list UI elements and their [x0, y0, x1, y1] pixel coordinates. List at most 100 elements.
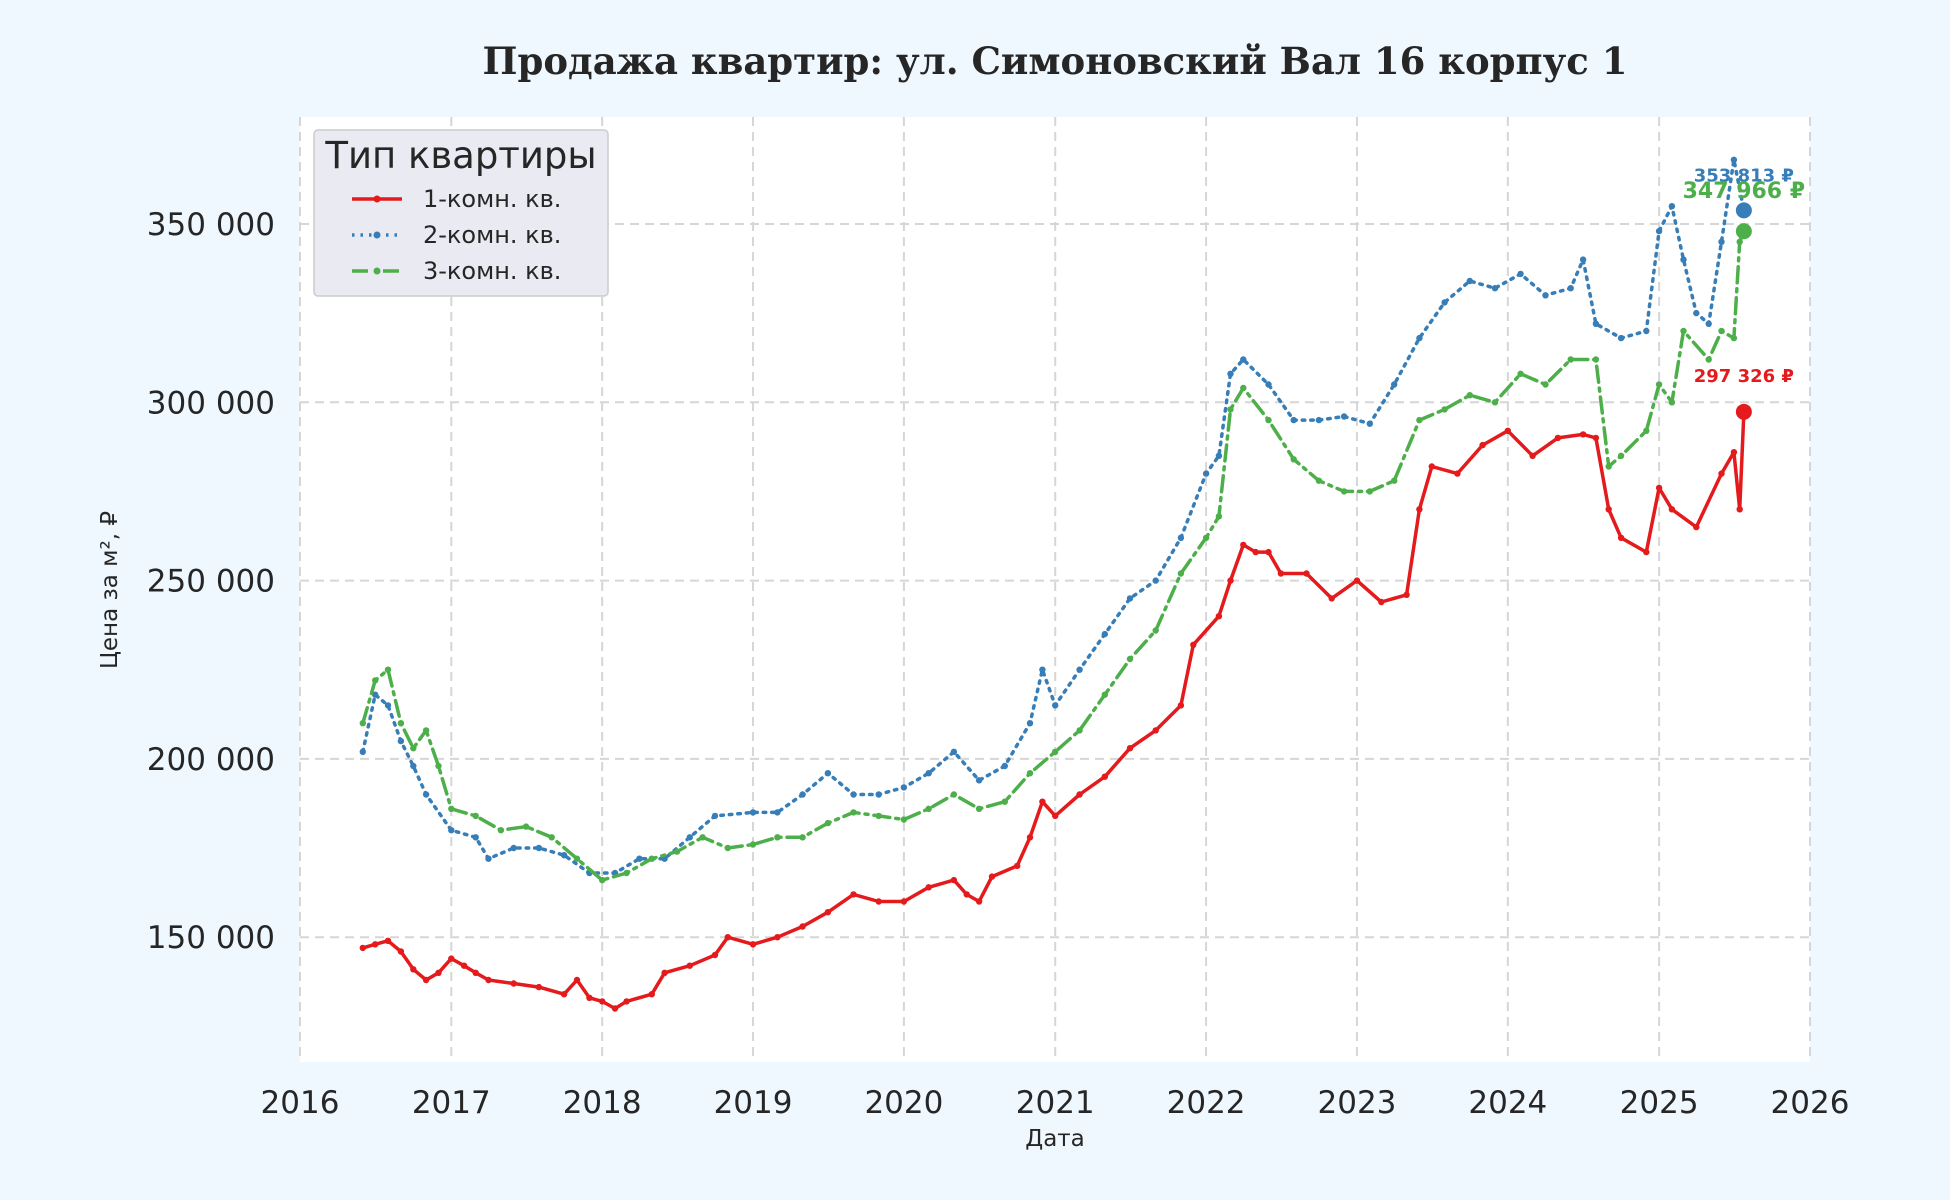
data-point	[1202, 534, 1210, 541]
data-point	[1026, 770, 1034, 777]
data-point	[1265, 381, 1272, 388]
data-point	[824, 819, 832, 827]
data-point	[573, 976, 581, 984]
data-point	[1215, 452, 1223, 459]
data-point	[1177, 702, 1185, 709]
data-point	[925, 884, 932, 891]
data-point	[799, 923, 806, 930]
y-tick-label: 150 000	[147, 920, 275, 956]
data-point	[1152, 627, 1159, 634]
data-point	[1039, 798, 1046, 805]
data-point	[510, 980, 517, 987]
series-end-label: 297 326 ₽	[1694, 366, 1794, 387]
data-point	[1668, 399, 1676, 406]
data-point	[372, 677, 379, 684]
legend-box	[313, 129, 609, 297]
data-point	[1668, 506, 1676, 513]
data-point	[1416, 416, 1423, 424]
data-point	[1592, 356, 1600, 363]
x-tick-label: 2021	[1016, 1085, 1095, 1121]
data-point	[824, 909, 832, 916]
data-point	[1529, 452, 1536, 459]
data-point	[623, 998, 630, 1005]
data-point	[1705, 356, 1712, 363]
series-end-label: 347 966 ₽	[1683, 179, 1805, 204]
legend-label: 3-комн. кв.	[423, 257, 561, 285]
data-point	[384, 937, 392, 944]
x-tick-label: 2022	[1167, 1085, 1246, 1121]
data-point	[1554, 434, 1562, 442]
data-point	[1076, 727, 1083, 734]
data-point	[774, 809, 781, 816]
data-point	[448, 955, 455, 962]
data-point	[384, 702, 392, 709]
data-point	[1052, 812, 1059, 820]
data-point	[1152, 577, 1159, 584]
data-point	[1730, 156, 1738, 163]
data-point	[1605, 506, 1612, 513]
data-point	[359, 944, 366, 952]
data-point	[975, 805, 983, 812]
data-point	[1290, 416, 1297, 424]
data-point	[1567, 356, 1574, 363]
data-point	[648, 855, 655, 862]
data-point	[988, 873, 996, 880]
data-point	[410, 762, 417, 770]
data-point	[1643, 548, 1650, 556]
data-point	[1517, 370, 1524, 377]
data-point	[397, 720, 405, 727]
x-tick-label: 2023	[1318, 1085, 1397, 1121]
data-point	[397, 948, 405, 955]
data-point	[372, 941, 379, 948]
data-point	[648, 991, 655, 998]
data-point	[1039, 666, 1046, 673]
data-point	[599, 998, 606, 1005]
data-point	[535, 983, 543, 991]
data-point	[435, 969, 442, 976]
data-point	[900, 784, 908, 791]
data-point	[1416, 334, 1423, 342]
data-point	[1668, 203, 1676, 210]
data-point	[573, 855, 581, 862]
data-point	[1227, 370, 1234, 377]
data-point	[1542, 292, 1549, 299]
data-point	[875, 791, 882, 798]
data-point	[749, 941, 757, 948]
data-point	[1391, 477, 1398, 484]
data-point	[1366, 420, 1374, 427]
data-point	[636, 855, 643, 862]
data-point	[497, 827, 505, 834]
series-line	[361, 229, 1746, 882]
data-point	[1693, 309, 1700, 317]
data-point	[850, 809, 857, 816]
data-point	[1617, 334, 1625, 342]
data-point	[1504, 427, 1512, 434]
data-point	[699, 834, 706, 841]
data-point	[950, 748, 958, 755]
data-point	[925, 770, 932, 777]
data-point	[1277, 570, 1285, 577]
series-markers	[359, 228, 1748, 884]
data-point	[1491, 399, 1499, 406]
data-point	[1265, 548, 1272, 556]
x-axis-ticks: 2016 2017 2018 2019 2020 2021 2022 2023 2024 2025…	[261, 1085, 1850, 1121]
data-point	[711, 812, 719, 820]
data-point	[599, 876, 606, 884]
data-point	[1617, 452, 1625, 459]
data-point	[1126, 655, 1134, 663]
data-point	[1052, 748, 1059, 755]
chart-title: Продажа квартир: ул. Симоновский Вал 16 …	[483, 39, 1628, 83]
data-point	[1190, 641, 1197, 648]
data-point	[1052, 702, 1059, 709]
data-point	[875, 812, 882, 820]
data-point	[950, 791, 958, 798]
data-point	[1680, 327, 1687, 335]
data-point	[359, 720, 366, 727]
data-point	[950, 876, 958, 884]
data-point	[410, 966, 417, 973]
data-point	[724, 844, 731, 852]
data-point	[900, 816, 908, 823]
data-point	[686, 962, 693, 969]
data-point	[1517, 270, 1524, 278]
